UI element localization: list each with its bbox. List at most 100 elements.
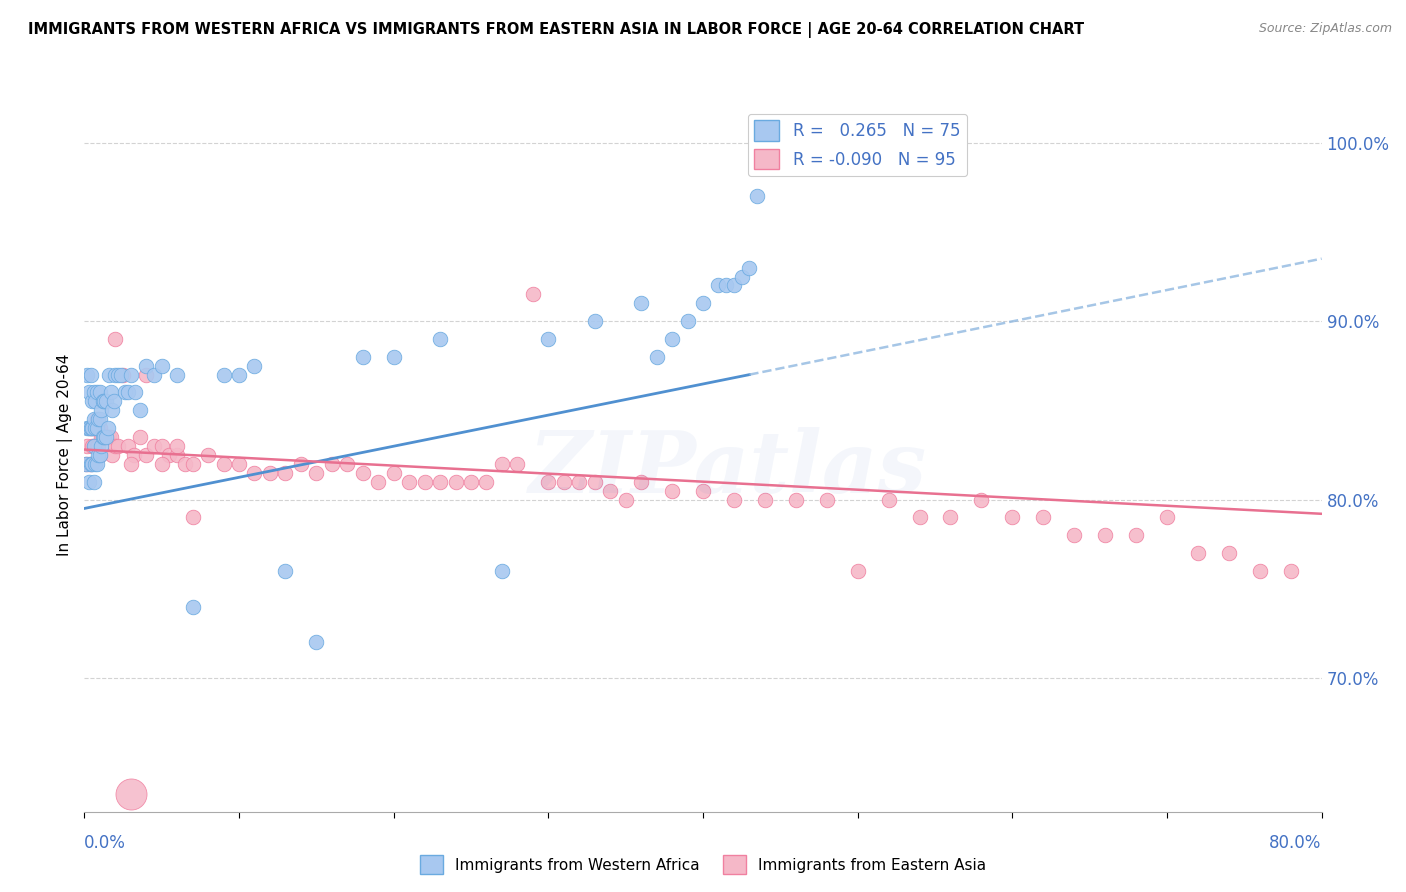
Point (120, 368, 142, 382)
Point (87, 448, 110, 462)
Point (491, 457, 513, 471)
Text: ZIPatlas: ZIPatlas (529, 427, 927, 511)
Point (745, 189, 768, 203)
Point (336, 457, 359, 471)
Point (93, 430, 115, 444)
Point (583, 314, 606, 328)
Point (599, 483, 621, 498)
Point (522, 287, 544, 301)
Point (259, 466, 281, 480)
Point (243, 466, 266, 480)
Point (274, 564, 297, 578)
Point (104, 332, 127, 346)
Point (475, 475, 498, 489)
Point (754, 492, 776, 507)
Point (77, 457, 100, 471)
Point (89, 421, 111, 435)
Point (82, 439, 104, 453)
Point (79, 421, 101, 435)
Point (79, 457, 101, 471)
Point (89, 385, 111, 400)
Point (76, 421, 98, 435)
Point (75, 457, 97, 471)
Point (731, 269, 754, 284)
Point (82, 394, 104, 409)
Point (661, 332, 683, 346)
Point (86, 457, 108, 471)
Point (491, 564, 513, 578)
Point (382, 350, 405, 364)
Point (90, 430, 112, 444)
Point (90, 403, 112, 417)
Text: IMMIGRANTS FROM WESTERN AFRICA VS IMMIGRANTS FROM EASTERN ASIA IN LABOR FORCE | : IMMIGRANTS FROM WESTERN AFRICA VS IMMIGR… (28, 22, 1084, 38)
Point (630, 475, 652, 489)
Text: 0.0%: 0.0% (84, 834, 127, 852)
Point (444, 475, 467, 489)
Point (908, 510, 931, 524)
Y-axis label: In Labor Force | Age 20-64: In Labor Force | Age 20-64 (58, 354, 73, 556)
Point (661, 483, 683, 498)
Point (91, 430, 114, 444)
Point (83, 385, 105, 400)
Point (101, 403, 124, 417)
Point (166, 448, 188, 462)
Point (82, 421, 104, 435)
Point (143, 439, 166, 453)
Point (413, 475, 436, 489)
Point (321, 457, 343, 471)
Point (1187, 546, 1209, 560)
Point (1032, 510, 1054, 524)
Point (135, 359, 157, 373)
Point (83, 439, 105, 453)
Point (89, 448, 111, 462)
Point (714, 278, 737, 293)
Point (367, 475, 389, 489)
Point (506, 457, 529, 471)
Legend: Immigrants from Western Africa, Immigrants from Eastern Asia: Immigrants from Western Africa, Immigran… (413, 849, 993, 880)
Point (197, 448, 219, 462)
Point (93, 430, 115, 444)
Point (87, 421, 110, 435)
Point (98, 430, 121, 444)
Point (723, 278, 745, 293)
Point (84, 421, 107, 435)
Point (84, 439, 107, 453)
Point (228, 368, 250, 382)
Point (82, 457, 104, 471)
Point (274, 466, 297, 480)
Point (129, 403, 152, 417)
Point (1249, 564, 1271, 578)
Point (96, 421, 118, 435)
Point (1218, 546, 1240, 560)
Point (815, 492, 838, 507)
Point (86, 421, 108, 435)
Point (1156, 510, 1178, 524)
Point (305, 635, 328, 649)
Point (91, 430, 114, 444)
Text: Source: ZipAtlas.com: Source: ZipAtlas.com (1258, 22, 1392, 36)
Point (159, 448, 180, 462)
Point (676, 314, 699, 328)
Point (110, 368, 132, 382)
Point (352, 466, 374, 480)
Point (83, 439, 105, 453)
Point (135, 368, 157, 382)
Point (75, 457, 97, 471)
Point (83, 421, 105, 435)
Point (122, 448, 145, 462)
Point (124, 385, 146, 400)
Point (104, 439, 127, 453)
Point (630, 296, 652, 310)
Point (93, 394, 115, 409)
Point (86, 412, 108, 426)
Point (84, 457, 107, 471)
Point (101, 448, 124, 462)
Point (83, 412, 105, 426)
Legend: R =   0.265   N = 75, R = -0.090   N = 95: R = 0.265 N = 75, R = -0.090 N = 95 (748, 113, 967, 176)
Point (84, 421, 107, 435)
Point (96, 430, 118, 444)
Point (1094, 528, 1116, 542)
Point (166, 368, 188, 382)
Point (212, 457, 235, 471)
Point (1001, 510, 1024, 524)
